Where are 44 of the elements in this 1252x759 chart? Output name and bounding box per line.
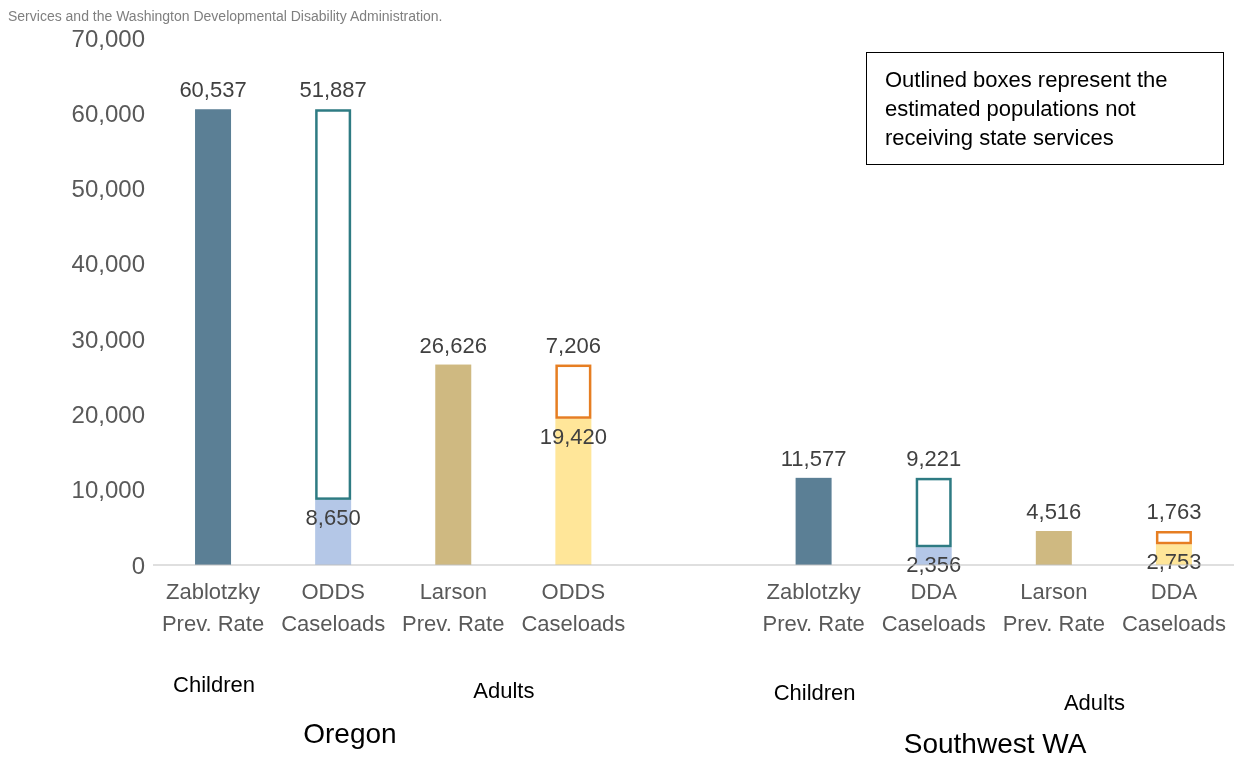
data-label: 51,887 (299, 77, 367, 103)
bar (315, 109, 352, 500)
bar (435, 364, 472, 565)
text: Oregon (303, 718, 397, 751)
data-label: 2,356 (906, 552, 962, 578)
y-tick-label: 60,000 (71, 99, 145, 127)
y-tick-label: 0 (131, 551, 145, 579)
annotation: Outlined boxes represent the estimated populations not receiving state services (866, 52, 1224, 165)
y-tick-label: 40,000 (71, 250, 145, 278)
y-tick-label: 50,000 (71, 175, 145, 203)
x-tick-label: Zablotzky Prev. Rate (161, 579, 265, 636)
data-label: 19,420 (539, 423, 608, 449)
bar (795, 477, 832, 565)
y-tick-label: 20,000 (71, 400, 145, 428)
x-tick-label: Larson Prev. Rate (402, 579, 505, 636)
text: Adults (1063, 690, 1126, 716)
data-label: 8,650 (305, 504, 361, 530)
y-tick-label: 30,000 (71, 325, 145, 353)
y-tick-label: 10,000 (71, 476, 145, 504)
bar (555, 364, 592, 419)
data-label: 11,577 (780, 445, 847, 471)
x-tick-label: ODDS Caseloads (521, 579, 626, 636)
data-label: 7,206 (545, 332, 601, 358)
text: Southwest WA (903, 728, 1087, 759)
data-label: 4,516 (1026, 499, 1082, 524)
text: Services and the Washington Developmental Disability Administration. (8, 8, 443, 25)
x-tick-label: DDA Caseloads (881, 579, 986, 636)
data-label: 26,626 (419, 332, 487, 358)
data-label: 60,537 (179, 77, 247, 103)
bar (915, 477, 952, 548)
bar (1155, 531, 1192, 545)
text: Children (173, 672, 255, 698)
x-tick-label: DDA Caseloads (1121, 579, 1226, 636)
x-tick-label: ODDS Caseloads (281, 579, 386, 636)
text: Children (773, 680, 856, 706)
data-label: 9,221 (906, 445, 962, 471)
bar (1035, 531, 1072, 565)
data-label: 1,763 (1146, 499, 1202, 524)
y-tick-label: 70,000 (71, 24, 145, 52)
bar (195, 109, 232, 565)
x-tick-label: Larson Prev. Rate (1002, 579, 1105, 636)
x-tick-label: Zablotzky Prev. Rate (762, 579, 865, 636)
data-label: 2,753 (1146, 549, 1202, 575)
text: Adults (473, 678, 535, 704)
